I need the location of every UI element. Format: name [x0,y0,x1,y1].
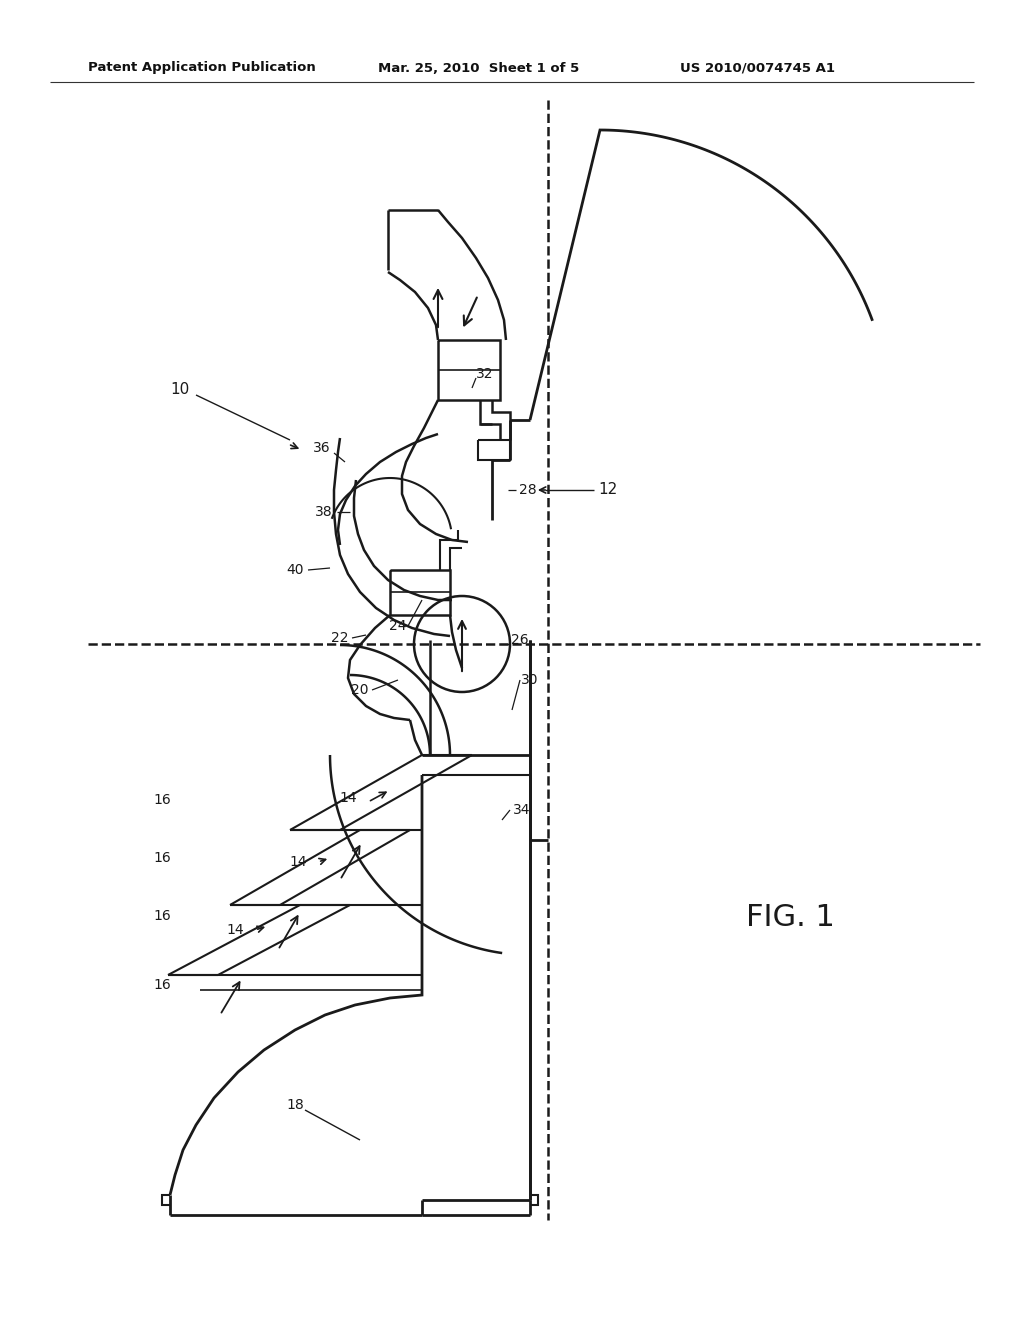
Text: 14: 14 [289,855,307,869]
Text: 14: 14 [339,791,356,805]
Text: 40: 40 [287,564,304,577]
Text: 18: 18 [286,1098,304,1111]
Text: 14: 14 [226,923,244,937]
Text: 10: 10 [170,383,189,397]
Text: 34: 34 [513,803,530,817]
Text: Patent Application Publication: Patent Application Publication [88,62,315,74]
Text: 28: 28 [519,483,537,498]
Text: US 2010/0074745 A1: US 2010/0074745 A1 [680,62,835,74]
Text: 16: 16 [154,909,171,923]
Text: 22: 22 [331,631,349,645]
Text: 16: 16 [154,851,171,865]
Text: 12: 12 [598,483,617,498]
Text: 24: 24 [389,619,407,634]
Text: 16: 16 [154,793,171,807]
Text: 32: 32 [476,367,494,381]
Text: FIG. 1: FIG. 1 [745,903,835,932]
Text: Mar. 25, 2010  Sheet 1 of 5: Mar. 25, 2010 Sheet 1 of 5 [378,62,580,74]
Text: 36: 36 [313,441,331,455]
Text: 20: 20 [351,682,369,697]
Text: 38: 38 [315,506,333,519]
Text: 26: 26 [511,634,528,647]
Text: 16: 16 [154,978,171,993]
Text: 30: 30 [521,673,539,686]
